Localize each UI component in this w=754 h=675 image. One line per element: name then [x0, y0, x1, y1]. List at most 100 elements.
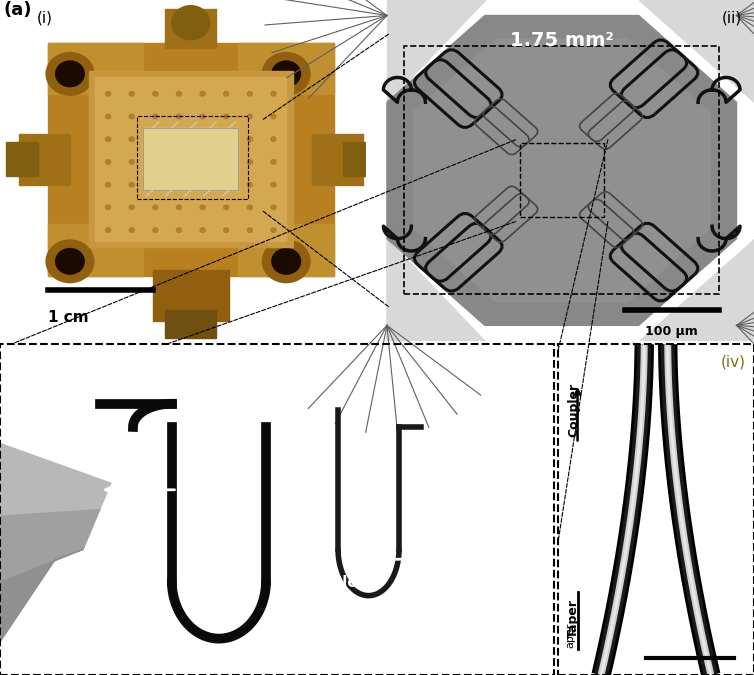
Circle shape: [200, 228, 205, 232]
Text: (ii): (ii): [722, 10, 743, 25]
Bar: [165, 9, 216, 49]
Circle shape: [106, 114, 111, 119]
Circle shape: [106, 182, 111, 187]
Text: Coupler: Coupler: [299, 575, 366, 590]
Circle shape: [176, 182, 182, 187]
Circle shape: [129, 182, 134, 187]
Circle shape: [176, 228, 182, 232]
Circle shape: [271, 92, 276, 96]
Bar: [238, 43, 334, 94]
Circle shape: [247, 137, 253, 142]
Circle shape: [46, 53, 93, 95]
Polygon shape: [413, 38, 710, 302]
Text: 1.75 mm²: 1.75 mm²: [510, 31, 614, 50]
Circle shape: [176, 205, 182, 210]
Bar: [48, 43, 334, 275]
Circle shape: [271, 137, 276, 142]
Bar: [143, 128, 238, 190]
Bar: [48, 43, 143, 94]
Circle shape: [129, 205, 134, 210]
Circle shape: [106, 205, 111, 210]
Text: (iv): (iv): [721, 354, 746, 369]
Circle shape: [176, 160, 182, 164]
Circle shape: [129, 114, 134, 119]
Circle shape: [153, 228, 158, 232]
Circle shape: [200, 92, 205, 96]
Bar: [311, 134, 363, 185]
Circle shape: [200, 137, 205, 142]
Bar: [143, 128, 238, 190]
Circle shape: [271, 114, 276, 119]
Text: (i): (i): [36, 10, 53, 25]
Bar: [136, 117, 248, 199]
Bar: [152, 270, 229, 321]
Circle shape: [224, 182, 228, 187]
Bar: [6, 142, 38, 176]
Text: (iii): (iii): [22, 358, 47, 373]
Circle shape: [56, 61, 84, 86]
Circle shape: [247, 160, 253, 164]
Circle shape: [272, 61, 301, 86]
Bar: [165, 310, 216, 338]
Circle shape: [247, 205, 253, 210]
Polygon shape: [387, 238, 485, 341]
Text: Taper: Taper: [567, 599, 580, 639]
Circle shape: [106, 160, 111, 164]
Polygon shape: [387, 0, 485, 103]
Polygon shape: [0, 443, 111, 516]
Circle shape: [153, 114, 158, 119]
Bar: [96, 77, 287, 242]
Circle shape: [224, 228, 228, 232]
Circle shape: [176, 114, 182, 119]
Circle shape: [271, 228, 276, 232]
Circle shape: [56, 248, 84, 274]
Circle shape: [106, 92, 111, 96]
Bar: [343, 142, 375, 176]
Polygon shape: [639, 0, 754, 103]
Text: 50 Ω: 50 Ω: [188, 482, 228, 497]
Circle shape: [247, 114, 253, 119]
Circle shape: [271, 160, 276, 164]
Bar: [19, 134, 70, 185]
Circle shape: [129, 160, 134, 164]
Circle shape: [46, 240, 93, 283]
Circle shape: [224, 137, 228, 142]
Circle shape: [224, 160, 228, 164]
Circle shape: [153, 92, 158, 96]
Circle shape: [129, 228, 134, 232]
Circle shape: [200, 205, 205, 210]
Circle shape: [224, 92, 228, 96]
Circle shape: [224, 114, 228, 119]
Bar: [48, 224, 143, 275]
Circle shape: [106, 137, 111, 142]
Circle shape: [200, 160, 205, 164]
Circle shape: [272, 248, 301, 274]
Circle shape: [200, 114, 205, 119]
Circle shape: [247, 228, 253, 232]
Circle shape: [153, 160, 158, 164]
Text: 1 cm: 1 cm: [48, 310, 88, 325]
Bar: [404, 47, 719, 294]
Circle shape: [176, 92, 182, 96]
Circle shape: [129, 137, 134, 142]
Circle shape: [153, 205, 158, 210]
Circle shape: [247, 182, 253, 187]
Circle shape: [106, 228, 111, 232]
Circle shape: [153, 137, 158, 142]
Text: (a): (a): [4, 1, 32, 20]
Circle shape: [200, 182, 205, 187]
Bar: [520, 142, 604, 217]
Circle shape: [247, 92, 253, 96]
Polygon shape: [0, 549, 83, 642]
Bar: [238, 224, 334, 275]
Circle shape: [271, 205, 276, 210]
Circle shape: [262, 53, 310, 95]
Text: Coupler: Coupler: [567, 383, 580, 437]
Bar: [89, 71, 293, 247]
Circle shape: [153, 182, 158, 187]
Polygon shape: [639, 238, 754, 341]
Circle shape: [172, 5, 210, 40]
Polygon shape: [387, 16, 737, 325]
Text: 100 μm: 100 μm: [645, 325, 698, 338]
Text: aper: aper: [566, 622, 576, 648]
